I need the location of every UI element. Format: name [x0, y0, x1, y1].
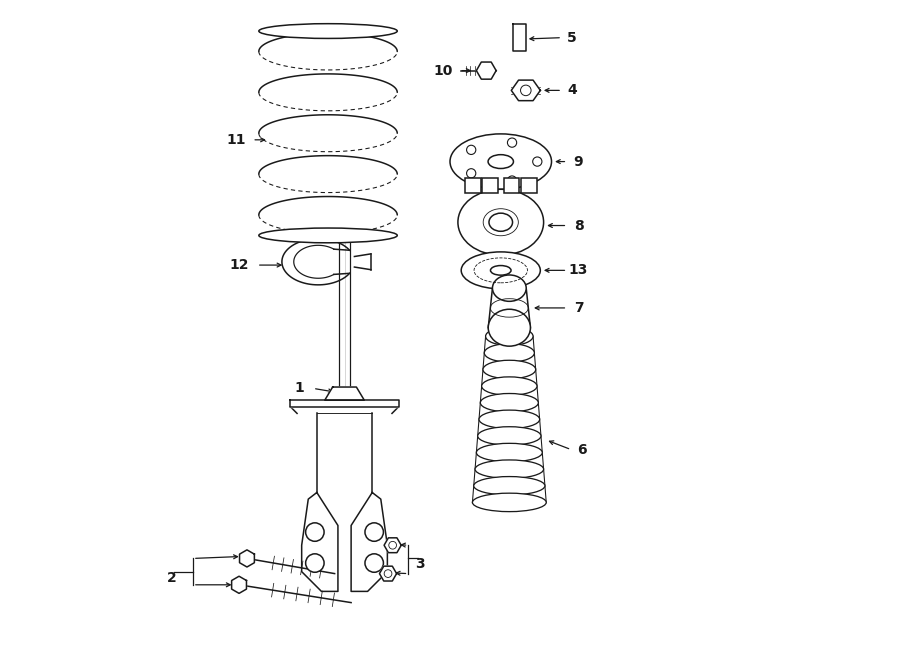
Text: 12: 12 — [230, 258, 248, 272]
Text: 3: 3 — [416, 557, 425, 571]
Polygon shape — [231, 576, 247, 593]
Ellipse shape — [481, 393, 538, 412]
Polygon shape — [291, 401, 399, 407]
Text: 11: 11 — [226, 133, 246, 147]
Ellipse shape — [482, 377, 537, 395]
Bar — [482, 178, 498, 193]
Circle shape — [365, 554, 383, 572]
Text: 1: 1 — [295, 381, 304, 395]
Circle shape — [533, 157, 542, 166]
Ellipse shape — [259, 24, 397, 38]
Ellipse shape — [488, 309, 530, 346]
Polygon shape — [239, 550, 255, 567]
Ellipse shape — [488, 155, 514, 169]
Text: 7: 7 — [573, 301, 583, 315]
Polygon shape — [351, 493, 387, 591]
Bar — [521, 178, 536, 193]
Polygon shape — [511, 80, 540, 101]
Text: 10: 10 — [434, 64, 453, 77]
Ellipse shape — [259, 228, 397, 243]
Text: 8: 8 — [573, 218, 583, 232]
Ellipse shape — [476, 444, 543, 462]
Ellipse shape — [473, 477, 544, 495]
Ellipse shape — [479, 410, 540, 428]
Ellipse shape — [472, 493, 546, 512]
Ellipse shape — [483, 360, 536, 379]
Circle shape — [306, 523, 324, 542]
Ellipse shape — [492, 275, 526, 301]
Text: 4: 4 — [567, 83, 577, 97]
Circle shape — [365, 523, 383, 542]
Bar — [504, 178, 519, 193]
Polygon shape — [476, 62, 496, 79]
Ellipse shape — [475, 460, 544, 479]
Ellipse shape — [484, 344, 535, 362]
Ellipse shape — [461, 252, 540, 289]
Ellipse shape — [489, 213, 512, 231]
Text: 5: 5 — [567, 30, 577, 44]
Ellipse shape — [450, 134, 552, 189]
Text: 13: 13 — [569, 263, 589, 277]
Ellipse shape — [491, 265, 511, 275]
Polygon shape — [380, 566, 397, 581]
Circle shape — [508, 176, 517, 185]
Circle shape — [466, 145, 476, 154]
Polygon shape — [513, 24, 526, 51]
Circle shape — [306, 554, 324, 572]
Polygon shape — [325, 387, 364, 401]
Ellipse shape — [458, 189, 544, 255]
Polygon shape — [302, 493, 338, 591]
Text: 2: 2 — [166, 571, 176, 585]
Circle shape — [466, 169, 476, 178]
Bar — [465, 178, 481, 193]
Polygon shape — [384, 538, 401, 553]
Text: 6: 6 — [577, 443, 587, 457]
Ellipse shape — [486, 327, 533, 346]
Circle shape — [508, 138, 517, 147]
Ellipse shape — [478, 427, 541, 445]
Polygon shape — [317, 413, 373, 493]
Text: 9: 9 — [573, 155, 583, 169]
